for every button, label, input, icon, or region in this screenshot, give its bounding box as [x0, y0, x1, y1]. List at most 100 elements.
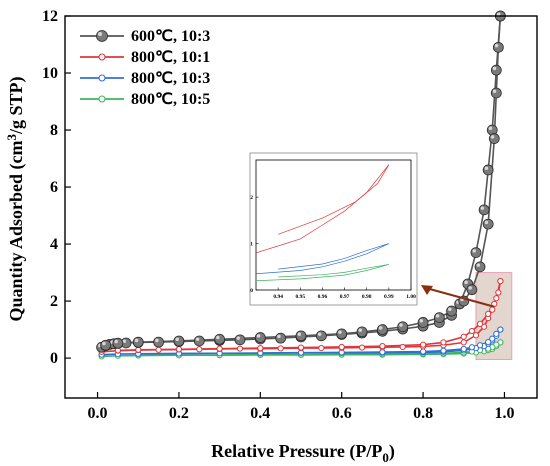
data-point: [493, 330, 500, 337]
data-point-highlight: [216, 335, 220, 340]
data-point: [153, 336, 164, 348]
inset-y-tick-label: 2: [250, 195, 253, 201]
data-point: [497, 278, 504, 285]
data-point: [112, 337, 124, 349]
inset-y-tick-label: 0: [250, 288, 253, 294]
data-point: [175, 346, 183, 353]
data-point: [481, 323, 488, 330]
x-tick-label: 0.2: [169, 405, 189, 422]
inset-x-tick-label: 0.94: [273, 294, 283, 300]
y-tick-label: 0: [50, 350, 58, 367]
data-point-highlight: [492, 66, 497, 71]
x-tick-label: 0.0: [88, 405, 108, 422]
data-point-highlight: [484, 220, 489, 225]
legend-marker: [98, 95, 106, 103]
data-point-highlight: [378, 326, 383, 330]
800101-desorption-line: [278, 164, 390, 235]
data-point: [489, 335, 496, 342]
data-point: [356, 326, 368, 338]
data-point-highlight: [338, 330, 342, 334]
legend-marker: [98, 74, 106, 82]
legend-marker: [98, 53, 106, 61]
data-point-highlight: [435, 314, 440, 318]
800103-adsorption-line: [256, 243, 390, 275]
data-point: [466, 284, 478, 296]
inset-series: [256, 164, 390, 282]
data-point-highlight: [102, 341, 106, 346]
zoom-arrow: [421, 285, 495, 308]
data-point: [216, 345, 223, 352]
x-tick-label: 0.8: [413, 405, 433, 422]
data-point-highlight: [277, 334, 281, 339]
inset-x-tick-label: 0.99: [384, 294, 394, 300]
data-point: [254, 332, 266, 343]
data-point: [476, 342, 484, 349]
data-point-highlight: [490, 135, 495, 139]
data-point-highlight: [114, 339, 118, 344]
inset-x-tick-label: 0.96: [318, 294, 328, 300]
data-point: [495, 289, 502, 296]
data-point: [214, 333, 226, 345]
inset-x-tick-label: 1.00: [406, 294, 416, 300]
zoom-arrow-shaft: [425, 287, 495, 308]
800105-desorption-line: [278, 264, 389, 278]
data-point: [440, 339, 447, 346]
data-point: [257, 345, 264, 352]
data-point: [489, 306, 496, 313]
data-point: [478, 204, 490, 216]
data-point: [379, 343, 386, 350]
data-point: [460, 333, 467, 340]
data-point: [236, 345, 244, 352]
data-point: [433, 312, 445, 324]
data-point-highlight: [448, 307, 452, 312]
800105-adsorption-line: [256, 264, 389, 282]
data-point: [440, 347, 447, 354]
data-point: [155, 346, 162, 353]
data-point: [315, 330, 327, 342]
data-point: [482, 164, 494, 176]
inset-frame: [255, 159, 412, 291]
data-point: [472, 332, 480, 339]
data-point: [100, 339, 112, 351]
data-point: [460, 345, 467, 353]
data-point: [476, 320, 484, 327]
legend-label: 800℃, 10:1: [131, 49, 210, 66]
data-point-highlight: [468, 286, 472, 290]
x-axis-title: Relative Pressure (P/P0): [211, 441, 395, 465]
data-point: [234, 334, 246, 346]
data-point: [490, 64, 502, 76]
data-point-highlight: [358, 328, 363, 332]
y-axis-title: Quantity Adsorbed (cm3/g STP): [4, 76, 27, 321]
y-tick-label: 8: [50, 122, 58, 139]
inset-plot: 0.94 0.95 0.96 0.97 0.98 0.99 1.00 0 1 2: [249, 152, 495, 308]
data-point-highlight: [472, 249, 476, 253]
y-tick-label: 6: [50, 179, 58, 196]
data-point: [470, 247, 482, 259]
data-point: [132, 336, 144, 348]
plot-frame: [64, 15, 538, 399]
x-tick-label: 0.6: [332, 405, 352, 422]
data-point: [490, 87, 502, 99]
data-point: [338, 343, 345, 351]
data-point-highlight: [484, 166, 489, 170]
data-point: [336, 328, 348, 340]
x-tick-label: 1.0: [494, 405, 514, 422]
data-point: [468, 344, 475, 351]
legend: 600℃, 10:3 800℃, 10:1 800℃, 10:3 800℃, 10:5: [80, 28, 210, 108]
legend-marker-highlight: [98, 32, 102, 36]
data-point: [419, 341, 427, 348]
data-point: [460, 339, 467, 346]
data-point-highlight: [488, 126, 493, 131]
data-point: [193, 335, 205, 347]
inset-y-tick-label: 1: [250, 242, 253, 248]
800101-adsorption-line: [256, 164, 390, 254]
data-point: [474, 261, 486, 273]
data-point: [497, 326, 504, 333]
data-point-highlight: [492, 89, 497, 93]
inset-x-tick-label: 0.97: [340, 294, 350, 300]
data-point-highlight: [134, 338, 139, 343]
data-point: [295, 330, 307, 342]
data-point-highlight: [256, 334, 261, 338]
data-point-highlight: [175, 337, 179, 341]
